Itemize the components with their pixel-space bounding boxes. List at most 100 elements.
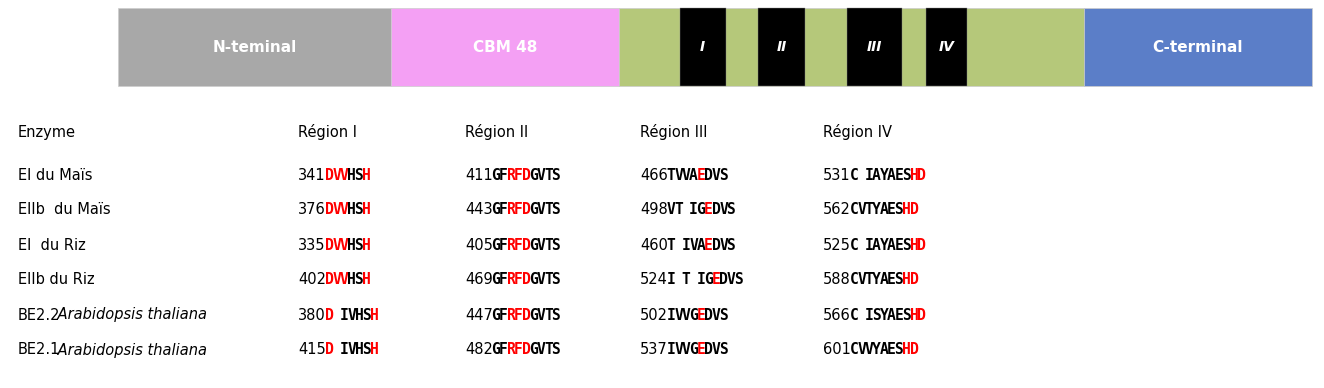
Text: R: R: [507, 308, 515, 322]
Text: H: H: [347, 168, 356, 182]
Text: H: H: [902, 203, 911, 218]
Text: H: H: [347, 272, 356, 288]
Text: A: A: [879, 272, 888, 288]
Text: D: D: [711, 203, 720, 218]
Text: BE2.1: BE2.1: [19, 343, 61, 357]
Text: G: G: [696, 203, 706, 218]
Text: D: D: [522, 343, 531, 357]
Text: S: S: [719, 308, 728, 322]
Text: 482: 482: [465, 343, 493, 357]
Text: V: V: [536, 272, 545, 288]
Text: F: F: [514, 237, 523, 253]
Text: EI du Maïs: EI du Maïs: [19, 168, 93, 182]
Text: S: S: [902, 308, 911, 322]
Text: D: D: [910, 343, 919, 357]
Text: D: D: [324, 237, 334, 253]
Text: V: V: [865, 343, 874, 357]
Bar: [759, 8, 805, 86]
Text: V: V: [857, 272, 866, 288]
Text: V: V: [711, 343, 720, 357]
Text: G: G: [491, 203, 500, 218]
Text: S: S: [902, 168, 911, 182]
Text: D: D: [719, 272, 728, 288]
Text: EI  du Riz: EI du Riz: [19, 237, 86, 253]
Text: I: I: [682, 237, 690, 253]
Text: V: V: [688, 237, 698, 253]
Text: C: C: [850, 272, 858, 288]
Text: G: G: [491, 343, 500, 357]
Text: V: V: [339, 168, 348, 182]
Text: F: F: [499, 237, 508, 253]
Text: 562: 562: [824, 203, 851, 218]
Text: E: E: [895, 237, 903, 253]
Text: E: E: [696, 168, 706, 182]
Text: S: S: [719, 343, 728, 357]
Text: 498: 498: [639, 203, 667, 218]
Text: D: D: [522, 237, 531, 253]
Text: T: T: [544, 168, 553, 182]
Text: Arabidopsis thaliana: Arabidopsis thaliana: [53, 308, 207, 322]
Text: 531: 531: [824, 168, 850, 182]
Text: C: C: [850, 237, 858, 253]
Text: G: G: [491, 308, 500, 322]
Text: S: S: [552, 343, 560, 357]
Text: CBM 48: CBM 48: [473, 40, 538, 54]
Text: D: D: [918, 168, 925, 182]
Bar: [620, 8, 1083, 86]
Text: 566: 566: [824, 308, 851, 322]
Text: 524: 524: [639, 272, 667, 288]
Text: E: E: [696, 343, 706, 357]
Text: R: R: [507, 168, 515, 182]
Text: 469: 469: [465, 272, 493, 288]
Text: E: E: [696, 308, 706, 322]
Text: D: D: [910, 272, 919, 288]
Text: Y: Y: [879, 308, 888, 322]
Text: G: G: [688, 343, 698, 357]
Text: D: D: [522, 308, 531, 322]
Text: S: S: [719, 168, 728, 182]
Bar: [679, 8, 726, 86]
Text: EIIb  du Maïs: EIIb du Maïs: [19, 203, 111, 218]
Text: S: S: [895, 203, 903, 218]
Text: V: V: [332, 168, 340, 182]
Text: G: G: [530, 308, 538, 322]
Text: V: V: [682, 168, 690, 182]
Text: V: V: [682, 343, 690, 357]
Bar: [1083, 8, 1312, 86]
Text: S: S: [361, 308, 371, 322]
Text: V: V: [347, 308, 356, 322]
Text: I: I: [339, 343, 348, 357]
Text: I: I: [666, 272, 675, 288]
Text: T: T: [674, 203, 683, 218]
Text: Arabidopsis thaliana: Arabidopsis thaliana: [53, 343, 207, 357]
Text: F: F: [499, 343, 508, 357]
Text: BE2.2: BE2.2: [19, 308, 61, 322]
Text: F: F: [499, 272, 508, 288]
Text: Y: Y: [873, 343, 880, 357]
Text: H: H: [361, 203, 371, 218]
Text: S: S: [552, 168, 560, 182]
Text: D: D: [324, 272, 334, 288]
Text: T: T: [544, 272, 553, 288]
Bar: [391, 8, 620, 86]
Text: R: R: [507, 343, 515, 357]
Text: I: I: [666, 343, 675, 357]
Text: C-terminal: C-terminal: [1152, 40, 1243, 54]
Text: H: H: [361, 272, 371, 288]
Text: F: F: [514, 272, 523, 288]
Text: D: D: [704, 168, 712, 182]
Text: T: T: [544, 308, 553, 322]
Text: E: E: [887, 343, 896, 357]
Text: V: V: [536, 343, 545, 357]
Text: 443: 443: [465, 203, 493, 218]
Text: 405: 405: [465, 237, 493, 253]
Text: III: III: [867, 40, 882, 54]
Text: R: R: [507, 272, 515, 288]
Text: A: A: [887, 168, 896, 182]
Text: E: E: [704, 237, 712, 253]
Text: H: H: [910, 168, 919, 182]
Text: I: I: [865, 168, 874, 182]
Text: V: V: [857, 203, 866, 218]
Text: V: V: [674, 308, 683, 322]
Text: F: F: [514, 343, 523, 357]
